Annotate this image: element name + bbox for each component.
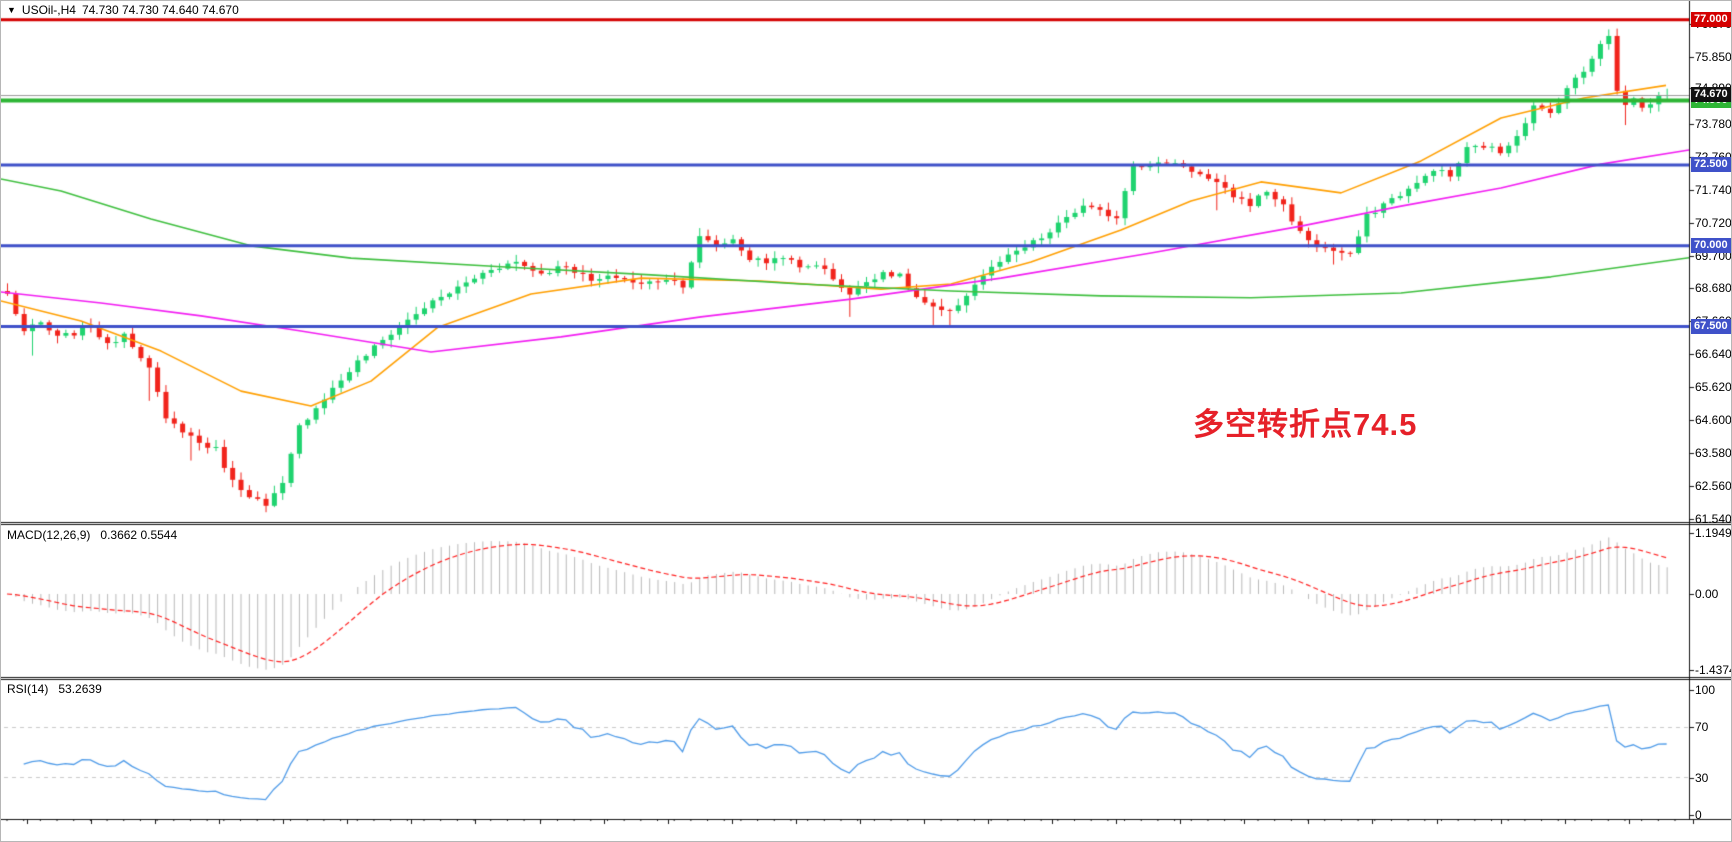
- indicator-tick-label: 0: [1695, 808, 1702, 822]
- price-tick-label: 64.600: [1695, 413, 1732, 427]
- price-tick-label: 73.780: [1695, 117, 1732, 131]
- indicator-tick-label: 100: [1695, 683, 1716, 697]
- price-tick-label: 66.640: [1695, 347, 1732, 361]
- macd-indicator-header: MACD(12,26,9) 0.3662 0.5544: [7, 528, 177, 542]
- symbol-name: USOil-,H4: [21, 3, 76, 17]
- price-level-badge: 67.500: [1691, 319, 1731, 334]
- symbol-header: ▼ USOil-,H4 74.730 74.730 74.640 74.670: [7, 3, 239, 17]
- indicator-tick-label: -1.4374: [1695, 663, 1732, 677]
- price-tick-label: 75.850: [1695, 50, 1732, 64]
- price-tick-label: 62.560: [1695, 479, 1732, 493]
- symbol-dropdown-icon[interactable]: ▼: [7, 5, 16, 15]
- indicator-tick-label: 0.00: [1695, 587, 1719, 601]
- macd-label: MACD(12,26,9): [7, 528, 91, 542]
- current-price-badge: 74.670: [1691, 87, 1731, 102]
- chart-text-annotation[interactable]: 多空转折点74.5: [1193, 407, 1418, 442]
- price-tick-label: 63.580: [1695, 446, 1732, 460]
- price-tick-label: 71.740: [1695, 183, 1732, 197]
- time-scale[interactable]: 13 Aug 202116 Aug 20:0018 Aug 04:0019 Au…: [1, 819, 1731, 841]
- price-tick-label: 70.720: [1695, 216, 1732, 230]
- indicator-tick-label: 1.1949: [1695, 526, 1732, 540]
- price-level-badge: 77.000: [1691, 12, 1731, 27]
- price-level-badge: 72.500: [1691, 157, 1731, 172]
- rsi-label: RSI(14): [7, 682, 49, 696]
- symbol-quotes: 74.730 74.730 74.640 74.670: [81, 3, 239, 17]
- price-tick-label: 68.680: [1695, 281, 1732, 295]
- indicator-tick-label: 30: [1695, 771, 1709, 785]
- rsi-indicator-header: RSI(14) 53.2639: [7, 682, 102, 696]
- price-tick-label: 65.620: [1695, 380, 1732, 394]
- price-tick-label: 61.540: [1695, 512, 1732, 526]
- price-level-badge: 70.000: [1691, 238, 1731, 253]
- indicator-tick-label: 70: [1695, 720, 1709, 734]
- rsi-value: 53.2639: [58, 682, 102, 696]
- macd-values: 0.3662 0.5544: [100, 528, 178, 542]
